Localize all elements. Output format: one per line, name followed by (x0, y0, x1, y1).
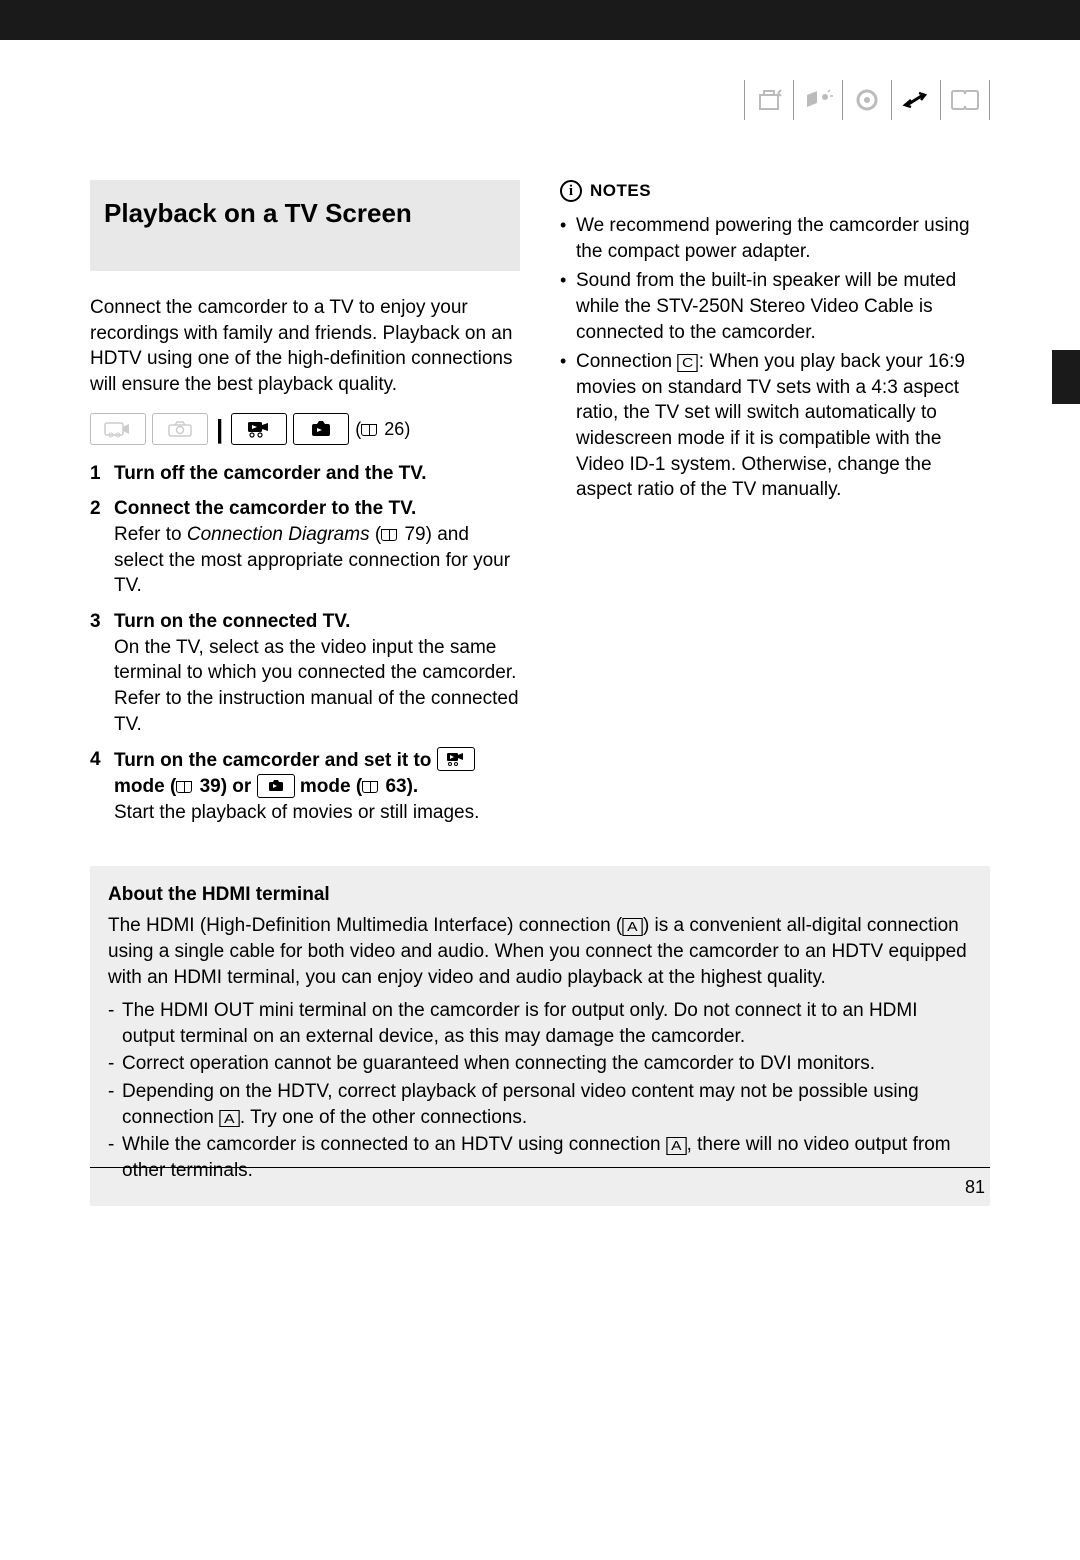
note-3: Connection C: When you play back your 16… (560, 349, 990, 503)
diamond-a: A (623, 918, 643, 936)
book-icon (381, 529, 397, 541)
note-1: We recommend powering the camcorder usin… (560, 213, 990, 264)
mode-page-ref: ( 26) (355, 417, 410, 441)
step-4: Turn on the camcorder and set it to mode… (90, 747, 520, 825)
hdmi-title: About the HDMI terminal (108, 882, 972, 908)
hdmi-item-4: While the camcorder is connected to an H… (108, 1132, 972, 1183)
hdmi-item-1: The HDMI OUT mini terminal on the camcor… (108, 998, 972, 1049)
notes-header: i NOTES (560, 180, 990, 203)
hdmi-item-2: Correct operation cannot be guaranteed w… (108, 1051, 972, 1077)
mode-photo-play-icon (293, 413, 349, 445)
section-title-box: Playback on a TV Screen (90, 180, 520, 271)
right-column: i NOTES We recommend powering the camcor… (560, 180, 990, 836)
step-2: Connect the camcorder to the TV. Refer t… (90, 496, 520, 599)
left-column: Playback on a TV Screen Connect the camc… (90, 180, 520, 836)
tab-icon-5 (941, 80, 989, 120)
footer-rule (90, 1167, 990, 1168)
diamond-c: C (678, 354, 699, 372)
step-3-body: On the TV, select as the video input the… (114, 635, 520, 738)
book-icon (176, 781, 192, 793)
chapter-tab-icons (90, 80, 990, 120)
mode-photo-record-icon (152, 413, 208, 445)
page-number: 81 (965, 1177, 985, 1198)
page-content: Playback on a TV Screen Connect the camc… (0, 40, 1080, 1246)
tab-icon-1 (745, 80, 793, 120)
operating-mode-row: | ( 26) (90, 412, 520, 447)
step-4-title: Turn on the camcorder and set it to mode… (114, 750, 475, 797)
hdmi-info-box: About the HDMI terminal The HDMI (High-D… (90, 866, 990, 1206)
diamond-a: A (666, 1137, 686, 1155)
hdmi-list: The HDMI OUT mini terminal on the camcor… (108, 998, 972, 1183)
mode-photo-play-icon-inline (257, 774, 295, 798)
mode-movie-record-icon (90, 413, 146, 445)
book-icon (361, 424, 377, 436)
book-icon (362, 781, 378, 793)
tab-icon-4 (892, 80, 940, 120)
step-1: Turn off the camcorder and the TV. (90, 461, 520, 487)
diamond-a: A (220, 1110, 240, 1128)
mode-divider: | (214, 412, 225, 447)
hdmi-intro: The HDMI (High-Definition Multimedia Int… (108, 913, 972, 990)
section-title: Playback on a TV Screen (104, 196, 506, 231)
top-black-bar (0, 0, 1080, 40)
intro-paragraph: Connect the camcorder to a TV to enjoy y… (90, 295, 520, 398)
tab-icon-3 (843, 80, 891, 120)
hdmi-item-3: Depending on the HDTV, correct playback … (108, 1079, 972, 1130)
notes-label: NOTES (590, 180, 651, 203)
info-icon: i (560, 180, 582, 202)
notes-list: We recommend powering the camcorder usin… (560, 213, 990, 503)
note-2: Sound from the built-in speaker will be … (560, 268, 990, 345)
tab-icon-2 (794, 80, 842, 120)
step-3: Turn on the connected TV. On the TV, sel… (90, 609, 520, 737)
mode-movie-play-icon (231, 413, 287, 445)
steps-list: Turn off the camcorder and the TV. Conne… (90, 461, 520, 826)
step-4-body: Start the playback of movies or still im… (114, 800, 520, 826)
step-2-body: Refer to Connection Diagrams ( 79) and s… (114, 522, 520, 599)
mode-movie-play-icon-inline (437, 747, 475, 771)
